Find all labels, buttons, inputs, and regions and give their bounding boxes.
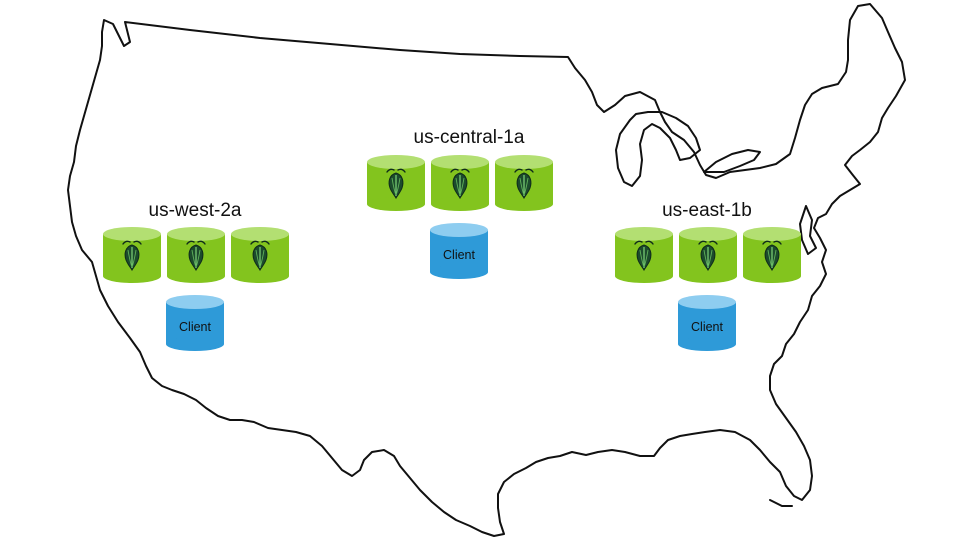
node-cylinder xyxy=(494,154,554,212)
client-label: Client xyxy=(179,320,211,334)
node-cylinder xyxy=(742,226,802,284)
node-cylinder xyxy=(678,226,738,284)
node-cylinder xyxy=(166,226,226,284)
node-cylinder xyxy=(430,154,490,212)
client-label: Client xyxy=(691,320,723,334)
florida-keys xyxy=(769,499,793,507)
lake-erie-outline xyxy=(703,149,761,173)
region-label-east: us-east-1b xyxy=(662,200,752,221)
chesapeake-outline xyxy=(799,205,817,255)
region-east-nodes xyxy=(614,226,802,284)
client-label: Client xyxy=(443,248,475,262)
region-west-client: Client xyxy=(166,295,224,351)
node-cylinder xyxy=(230,226,290,284)
us-map-outline xyxy=(67,3,906,537)
region-central-client: Client xyxy=(430,223,488,279)
node-cylinder xyxy=(102,226,162,284)
region-label-west: us-west-2a xyxy=(148,200,242,221)
region-east-client: Client xyxy=(678,295,736,351)
region-label-central: us-central-1a xyxy=(413,127,525,148)
node-cylinder xyxy=(366,154,426,212)
region-central-nodes xyxy=(366,154,554,212)
node-cylinder xyxy=(614,226,674,284)
region-west-nodes xyxy=(102,226,290,284)
great-lakes-outline xyxy=(615,111,701,187)
